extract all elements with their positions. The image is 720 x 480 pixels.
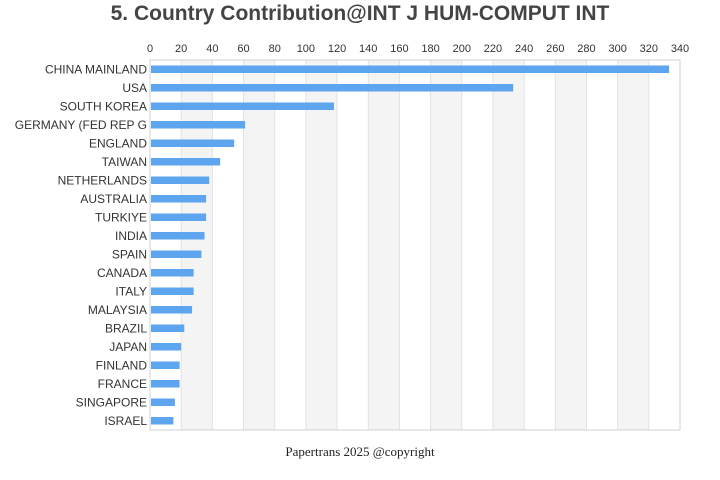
- x-tick-label: 160: [390, 43, 408, 55]
- x-tick-label: 140: [359, 43, 377, 55]
- x-tick-label: 300: [608, 43, 626, 55]
- copyright-footer: Papertrans 2025 @copyright: [285, 444, 435, 459]
- bar: [151, 361, 180, 369]
- category-label: ISRAEL: [104, 414, 147, 428]
- category-label: FINLAND: [96, 358, 148, 372]
- bar: [151, 158, 221, 166]
- bar: [151, 121, 246, 129]
- category-label: USA: [122, 81, 147, 95]
- x-tick-label: 240: [515, 43, 533, 55]
- category-label: MALAYSIA: [88, 303, 147, 317]
- bar: [151, 232, 205, 240]
- x-tick-label: 100: [297, 43, 315, 55]
- bar: [151, 84, 514, 92]
- bar: [151, 250, 202, 258]
- grid-band: [368, 60, 400, 430]
- grid-band: [492, 60, 525, 430]
- category-label: NETHERLANDS: [58, 173, 147, 187]
- x-tick-label: 260: [546, 43, 564, 55]
- bar: [151, 398, 175, 406]
- category-label: ENGLAND: [89, 136, 147, 150]
- category-label: CHINA MAINLAND: [45, 62, 147, 76]
- x-tick-label: 60: [237, 43, 249, 55]
- x-tick-label: 320: [640, 43, 658, 55]
- bar: [151, 102, 334, 110]
- grid-band: [555, 60, 587, 430]
- category-label: INDIA: [115, 229, 147, 243]
- category-label: FRANCE: [98, 377, 147, 391]
- x-tick-label: 200: [453, 43, 471, 55]
- bar: [151, 176, 210, 184]
- x-tick-label: 40: [206, 43, 218, 55]
- category-label: TURKIYE: [95, 210, 147, 224]
- grid-band: [305, 60, 338, 430]
- category-label: SOUTH KOREA: [60, 99, 147, 113]
- bar: [151, 287, 194, 295]
- grid-band: [617, 60, 649, 430]
- x-tick-label: 280: [577, 43, 595, 55]
- category-label: TAIWAN: [102, 155, 147, 169]
- bar: [151, 65, 670, 73]
- bar: [151, 195, 207, 203]
- bar: [151, 269, 194, 277]
- bar: [151, 324, 185, 332]
- grid-bands: [181, 60, 649, 430]
- x-tick-label: 20: [175, 43, 187, 55]
- x-tick-label: 180: [421, 43, 439, 55]
- bar: [151, 213, 207, 221]
- bars: [151, 65, 670, 425]
- category-label: CANADA: [97, 266, 147, 280]
- x-tick-label: 0: [147, 43, 153, 55]
- grid-band: [243, 60, 275, 430]
- bar: [151, 139, 235, 147]
- bar: [151, 417, 174, 425]
- x-tick-label: 80: [269, 43, 281, 55]
- grid-band: [430, 60, 462, 430]
- category-label: SPAIN: [112, 247, 147, 261]
- grid-lines: [149, 60, 681, 430]
- category-label: GERMANY (FED REP G: [15, 118, 147, 132]
- category-label: AUSTRALIA: [80, 192, 147, 206]
- bar: [151, 343, 182, 351]
- plot-frame: [149, 59, 681, 431]
- chart-title: 5. Country Contribution@INT J HUM-COMPUT…: [110, 2, 610, 25]
- bar: [151, 380, 180, 388]
- category-label: SINGAPORE: [76, 395, 147, 409]
- x-tick-label: 120: [328, 43, 346, 55]
- category-label: JAPAN: [109, 340, 147, 354]
- x-tick-label: 340: [671, 43, 689, 55]
- grid-band: [181, 60, 213, 430]
- bar: [151, 306, 193, 314]
- category-label: BRAZIL: [105, 321, 147, 335]
- x-axis-ticks: 0 20 40 60 80 100 120 140 160 180 200 220 240 260 280 3…: [147, 43, 689, 55]
- category-label: ITALY: [115, 284, 147, 298]
- x-tick-label: 220: [484, 43, 502, 55]
- category-labels: CHINA MAINLAND USA SOUTH KOREA GERMANY (FED…: [15, 62, 148, 428]
